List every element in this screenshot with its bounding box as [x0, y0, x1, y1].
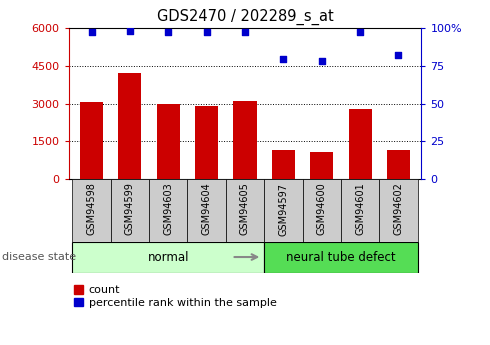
Point: [356, 29, 364, 35]
Bar: [302, 179, 341, 242]
Point: [279, 57, 287, 62]
Text: GSM94599: GSM94599: [125, 183, 135, 235]
Text: GSM94598: GSM94598: [87, 183, 97, 235]
Text: GSM94600: GSM94600: [317, 183, 327, 235]
Bar: [310, 152, 333, 179]
Bar: [264, 179, 302, 242]
Text: GSM94602: GSM94602: [393, 183, 403, 235]
Point: [394, 52, 402, 58]
Bar: [157, 104, 180, 179]
Point: [318, 58, 326, 64]
Text: normal: normal: [147, 250, 189, 264]
Text: GSM94597: GSM94597: [278, 183, 288, 236]
Bar: [226, 179, 264, 242]
Text: GSM94601: GSM94601: [355, 183, 365, 235]
Bar: [188, 179, 226, 242]
Text: neural tube defect: neural tube defect: [286, 250, 396, 264]
Point: [241, 29, 249, 35]
Text: disease state: disease state: [2, 252, 76, 262]
Point: [88, 29, 96, 35]
Point: [164, 29, 172, 35]
Bar: [341, 179, 379, 242]
Bar: [379, 179, 417, 242]
Bar: [149, 179, 188, 242]
Bar: [80, 102, 103, 179]
Text: GSM94605: GSM94605: [240, 183, 250, 235]
Bar: [195, 106, 218, 179]
Bar: [111, 179, 149, 242]
Bar: [272, 149, 295, 179]
Bar: [387, 149, 410, 179]
Bar: [348, 109, 371, 179]
Point: [126, 28, 134, 33]
Legend: count, percentile rank within the sample: count, percentile rank within the sample: [74, 285, 276, 308]
Title: GDS2470 / 202289_s_at: GDS2470 / 202289_s_at: [157, 9, 333, 25]
Bar: [73, 241, 264, 273]
Bar: [73, 179, 111, 242]
Text: GSM94604: GSM94604: [202, 183, 212, 235]
Text: GSM94603: GSM94603: [163, 183, 173, 235]
Bar: [264, 241, 417, 273]
Bar: [234, 101, 256, 179]
Bar: [119, 73, 142, 179]
Point: [203, 29, 211, 35]
